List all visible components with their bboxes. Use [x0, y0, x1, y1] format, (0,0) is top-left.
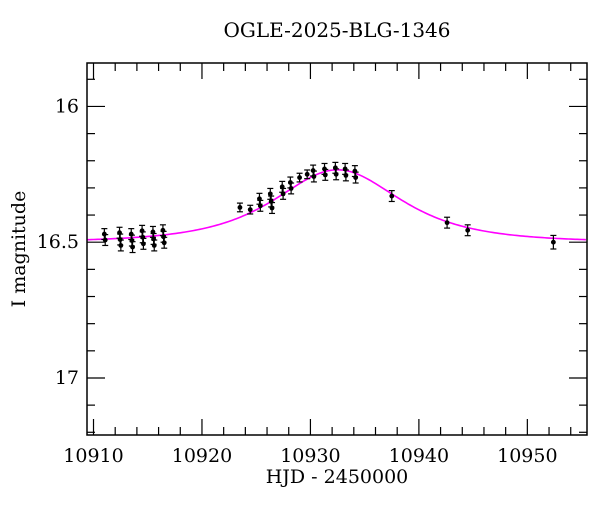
data-point: [267, 191, 273, 197]
x-tick-label: 10910: [63, 445, 123, 467]
data-point: [550, 239, 556, 245]
x-tick-label: 10940: [389, 445, 449, 467]
data-point: [333, 171, 339, 177]
data-point: [444, 220, 450, 226]
data-point: [118, 243, 124, 248]
y-tick-label: 17: [55, 367, 79, 389]
data-point: [130, 244, 135, 250]
x-tick-label: 10930: [280, 445, 340, 467]
data-point: [288, 186, 294, 191]
plot-frame: [86, 62, 588, 436]
data-point: [280, 191, 286, 197]
data-point: [297, 175, 302, 180]
data-point: [304, 171, 310, 177]
data-point: [322, 172, 328, 178]
data-point: [161, 240, 167, 246]
data-point: [353, 175, 359, 180]
x-tick-label: 10920: [172, 445, 232, 467]
chart-title: OGLE-2025-BLG-1346: [223, 18, 451, 42]
y-tick-label: 16.5: [37, 231, 79, 253]
x-tick-label: 10950: [497, 445, 557, 467]
data-point: [140, 241, 146, 247]
data-point: [269, 205, 275, 211]
data-point: [102, 237, 108, 243]
x-axis-label: HJD - 2450000: [265, 466, 409, 488]
data-point: [247, 207, 253, 213]
y-tick-label: 16: [55, 95, 79, 117]
data-point: [311, 174, 317, 179]
data-point: [389, 193, 395, 199]
data-point: [257, 203, 263, 209]
data-point: [465, 227, 471, 233]
data-point: [343, 173, 349, 178]
data-point: [151, 243, 157, 248]
data-point: [237, 205, 243, 210]
